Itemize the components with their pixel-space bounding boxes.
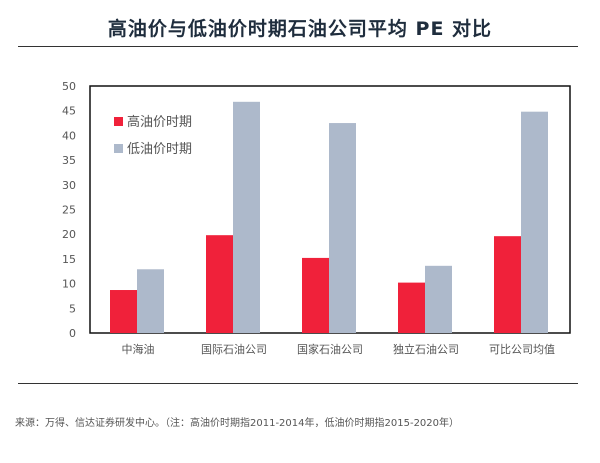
bar-high-4: [494, 236, 521, 333]
x-tick-label: 国际石油公司: [201, 342, 267, 356]
bar-low-4: [521, 111, 548, 333]
x-tick-label: 国家石油公司: [297, 342, 363, 356]
y-tick-label: 0: [69, 327, 76, 340]
y-tick-label: 50: [62, 80, 76, 93]
bar-low-0: [137, 269, 164, 333]
y-tick-label: 5: [69, 302, 76, 315]
y-tick-label: 35: [62, 154, 76, 167]
footer-divider: [18, 383, 578, 384]
legend-label-1: 低油价时期: [127, 142, 192, 157]
legend-swatch-0: [114, 117, 123, 126]
bar-low-1: [233, 101, 260, 333]
x-tick-label: 可比公司均值: [489, 343, 555, 356]
bar-chart: 0 5 10 15 20 25 30 35 40 45 50 中海油 国际石油公司 国家石油公司 独立石油公…: [62, 80, 571, 356]
bar-high-3: [398, 282, 425, 333]
y-tick-label: 25: [62, 204, 76, 217]
bar-low-3: [425, 265, 452, 333]
legend-label-0: 高油价时期: [127, 114, 192, 130]
legend-swatch-1: [114, 144, 123, 153]
y-tick-label: 15: [62, 253, 76, 266]
x-tick-label: 独立石油公司: [393, 342, 459, 356]
title-divider: [18, 46, 578, 47]
source-note: 来源：万得、信达证券研发中心。（注：高油价时期指2011-2014年，低油价时期…: [15, 418, 460, 429]
y-tick-label: 10: [62, 278, 76, 291]
chart-title: 高油价与低油价时期石油公司平均 PE 对比: [107, 18, 493, 40]
bar-low-2: [329, 123, 356, 333]
y-tick-label: 30: [62, 179, 76, 192]
y-tick-label: 40: [62, 129, 76, 142]
bar-high-0: [110, 290, 137, 333]
y-tick-label: 20: [62, 228, 76, 241]
bar-high-2: [302, 257, 329, 333]
bar-high-1: [206, 235, 233, 333]
y-tick-label: 45: [62, 105, 76, 118]
x-tick-label: 中海油: [122, 342, 155, 356]
